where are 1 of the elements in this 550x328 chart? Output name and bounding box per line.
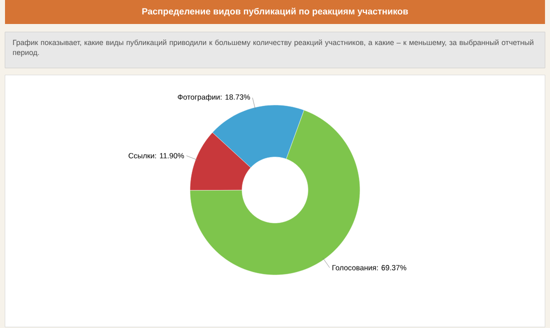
chart-title: Распределение видов публикаций по реакциям участников (142, 8, 408, 16)
